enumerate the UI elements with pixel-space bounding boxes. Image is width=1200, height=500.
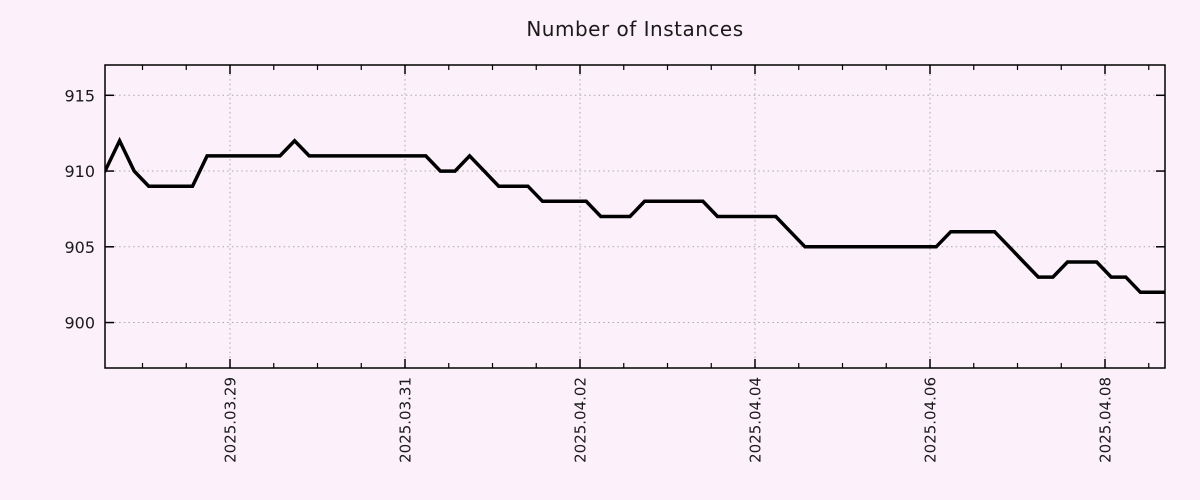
x-tick-label: 2025.04.08 xyxy=(1097,377,1115,463)
x-tick-label: 2025.04.04 xyxy=(747,377,765,463)
y-tick-label: 915 xyxy=(64,86,95,105)
x-tick-label: 2025.03.31 xyxy=(397,377,415,463)
chart-title: Number of Instances xyxy=(526,17,744,41)
x-tick-label: 2025.04.06 xyxy=(922,377,940,463)
x-tick-label: 2025.04.02 xyxy=(572,377,590,463)
plot-border xyxy=(104,64,1166,369)
y-tick-label: 905 xyxy=(64,238,95,257)
y-tick-label: 900 xyxy=(64,314,95,333)
y-tick-label: 910 xyxy=(64,162,95,181)
x-tick-label: 2025.03.29 xyxy=(222,377,240,463)
series-line-instances xyxy=(105,136,1165,295)
